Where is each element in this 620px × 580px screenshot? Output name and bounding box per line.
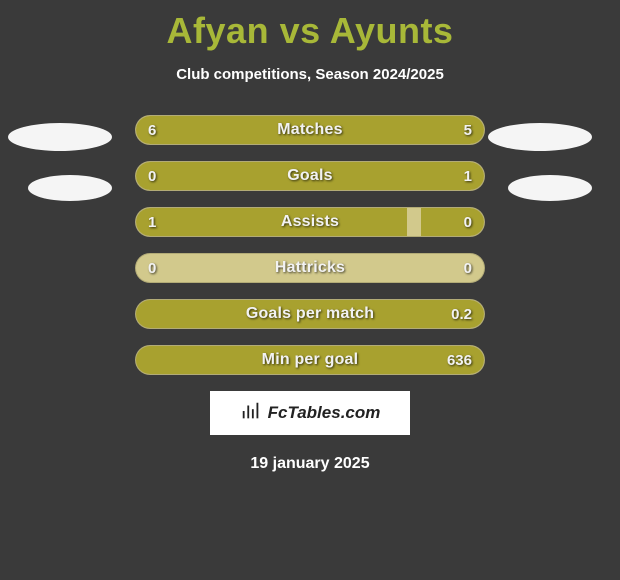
- stat-fill-left: [136, 208, 407, 236]
- player-logo-placeholder: [28, 175, 112, 201]
- stat-row: Goals per match0.2: [135, 299, 485, 329]
- player-logo-placeholder: [488, 123, 592, 151]
- player-logo-placeholder: [508, 175, 592, 201]
- comparison-card: Afyan vs Ayunts Club competitions, Seaso…: [0, 0, 620, 580]
- snapshot-date: 19 january 2025: [0, 455, 620, 473]
- stat-fill-right: [327, 116, 484, 144]
- stats-area: Matches65 Goals01 Assists10 Hattricks0 0 Goal…: [0, 115, 620, 375]
- stat-rows: Matches65 Goals01 Assists10 Hattricks0 0 Goal…: [0, 115, 620, 375]
- stat-value-left: 0: [148, 254, 156, 282]
- stat-row: Goals01: [135, 161, 485, 191]
- page-subtitle: Club competitions, Season 2024/2025: [0, 66, 620, 83]
- branding-badge: FcTables.com: [210, 391, 410, 435]
- bar-chart-icon: [240, 400, 262, 427]
- stat-row: Hattricks0 0: [135, 253, 485, 283]
- stat-fill-left: [136, 116, 327, 144]
- stat-row: Matches65: [135, 115, 485, 145]
- stat-fill-right: [199, 162, 484, 190]
- player-logo-placeholder: [8, 123, 112, 151]
- stat-row: Min per goal636: [135, 345, 485, 375]
- stat-label: Hattricks: [136, 254, 484, 282]
- page-title: Afyan vs Ayunts: [0, 0, 620, 52]
- stat-value-right: 0: [464, 254, 472, 282]
- branding-text: FcTables.com: [268, 403, 381, 423]
- stat-fill-left: [136, 162, 199, 190]
- stat-fill-right: [136, 346, 484, 374]
- stat-row: Assists10: [135, 207, 485, 237]
- stat-fill-right: [421, 208, 484, 236]
- stat-fill-right: [136, 300, 484, 328]
